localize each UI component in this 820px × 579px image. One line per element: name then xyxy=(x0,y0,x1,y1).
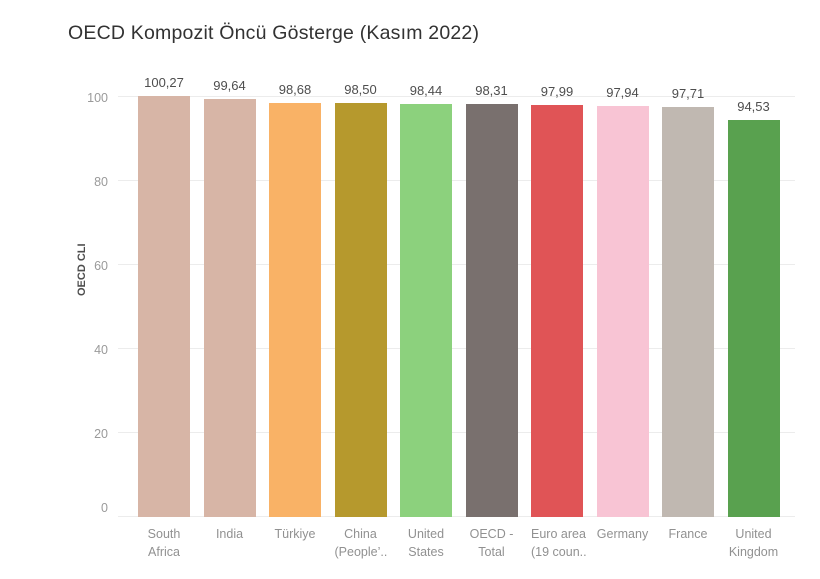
bar-column-t-rkiye: 98,68 xyxy=(269,82,321,517)
bar-france[interactable] xyxy=(662,106,714,517)
bar-south-africa[interactable] xyxy=(138,95,190,517)
gridline-80 xyxy=(118,180,795,181)
bar-t-rkiye[interactable] xyxy=(269,102,321,517)
x-axis-label-line: OECD - xyxy=(469,527,514,541)
gridline-0 xyxy=(118,516,795,517)
bar-value-label-germany: 97,94 xyxy=(606,84,639,100)
bar-value-label-united-kingdom: 94,53 xyxy=(737,98,770,114)
gridline-40 xyxy=(118,348,795,349)
x-axis-label-line: United xyxy=(407,527,445,541)
x-axis-label-line: Türkiye xyxy=(274,527,316,541)
bar-column-france: 97,71 xyxy=(662,86,714,517)
y-tick-label-20: 20 xyxy=(94,427,108,441)
x-axis-label-euro-area-19-coun: Euro area (19 coun.. xyxy=(531,525,587,561)
bar-column-china-people: 98,50 xyxy=(334,82,387,517)
x-axis-label-line: Germany xyxy=(596,527,649,541)
x-axis-label-line: Kingdom xyxy=(728,545,779,559)
plot-area: 0 20 40 60 80 100 100,27 99,64 98,68 98,50 98,44 9… xyxy=(87,75,795,517)
bar-column-united-states: 98,44 xyxy=(400,83,452,517)
x-axis-label-line: (People’.. xyxy=(334,545,388,559)
bar-value-label-india: 99,64 xyxy=(213,77,246,93)
chart-title: OECD Kompozit Öncü Gösterge (Kasım 2022) xyxy=(68,22,480,44)
y-tick-label-100: 100 xyxy=(87,91,108,105)
x-axis-label-line: Euro area xyxy=(531,527,586,541)
x-axis-label-t-rkiye: Türkiye xyxy=(269,525,321,561)
bar-oecd-total[interactable] xyxy=(465,104,518,517)
bars-row: 100,27 99,64 98,68 98,50 98,44 98,31 97,99 97,9… xyxy=(138,75,780,517)
x-axis-label-united-states: United States xyxy=(400,525,452,561)
x-axis-label-china-people: China (People’.. xyxy=(334,525,388,561)
gridline-20 xyxy=(118,432,795,433)
bar-united-kingdom[interactable] xyxy=(727,119,780,517)
x-axis-label-united-kingdom: United Kingdom xyxy=(728,525,780,561)
bar-column-united-kingdom: 94,53 xyxy=(727,99,780,517)
bar-value-label-oecd-total: 98,31 xyxy=(475,83,508,99)
x-axis-label-line: (19 coun.. xyxy=(531,545,587,559)
x-axis-label-line: Total xyxy=(478,545,505,559)
bar-value-label-south-africa: 100,27 xyxy=(144,74,184,90)
x-axis-label-south-africa: South Africa xyxy=(138,525,190,561)
x-axis-labels: South Africa India Türkiye China (People’.. Un… xyxy=(138,525,780,561)
x-axis-label-germany: Germany xyxy=(597,525,649,561)
bar-value-label-france: 97,71 xyxy=(671,85,705,101)
bar-column-south-africa: 100,27 xyxy=(138,75,190,517)
bar-column-euro-area-19-coun: 97,99 xyxy=(531,84,583,517)
bar-value-label-t-rkiye: 98,68 xyxy=(278,81,312,97)
gridline-60 xyxy=(118,264,795,265)
x-axis-label-line: India xyxy=(215,527,244,541)
y-tick-label-40: 40 xyxy=(94,343,108,357)
bar-column-india: 99,64 xyxy=(203,78,256,517)
bar-value-label-euro-area-19-coun: 97,99 xyxy=(540,84,574,100)
bar-united-states[interactable] xyxy=(400,103,452,517)
bar-column-oecd-total: 98,31 xyxy=(465,83,518,517)
x-axis-label-line: United xyxy=(735,527,772,541)
x-axis-label-line: France xyxy=(668,527,708,541)
x-axis-label-line: South xyxy=(147,527,181,541)
y-axis-title: OECD CLI xyxy=(76,243,88,296)
y-tick-label-0: 0 xyxy=(101,501,108,515)
x-axis-label-line: China xyxy=(344,527,377,541)
x-axis-label-oecd-total: OECD - Total xyxy=(466,525,518,561)
x-axis-label-india: India xyxy=(204,525,256,561)
bar-germany[interactable] xyxy=(596,105,649,517)
x-axis-label-line: Africa xyxy=(148,545,180,559)
y-tick-label-60: 60 xyxy=(94,259,108,273)
bar-euro-area-19-coun[interactable] xyxy=(531,105,583,517)
bar-value-label-china-people: 98,50 xyxy=(344,82,377,98)
y-tick-label-80: 80 xyxy=(94,175,108,189)
bar-india[interactable] xyxy=(203,98,256,517)
bar-value-label-united-states: 98,44 xyxy=(409,82,443,98)
gridline-100 xyxy=(118,96,795,97)
bar-china-people[interactable] xyxy=(334,103,387,517)
x-axis-label-france: France xyxy=(662,525,714,561)
x-axis-label-line: States xyxy=(408,545,444,559)
bar-column-germany: 97,94 xyxy=(596,85,649,517)
